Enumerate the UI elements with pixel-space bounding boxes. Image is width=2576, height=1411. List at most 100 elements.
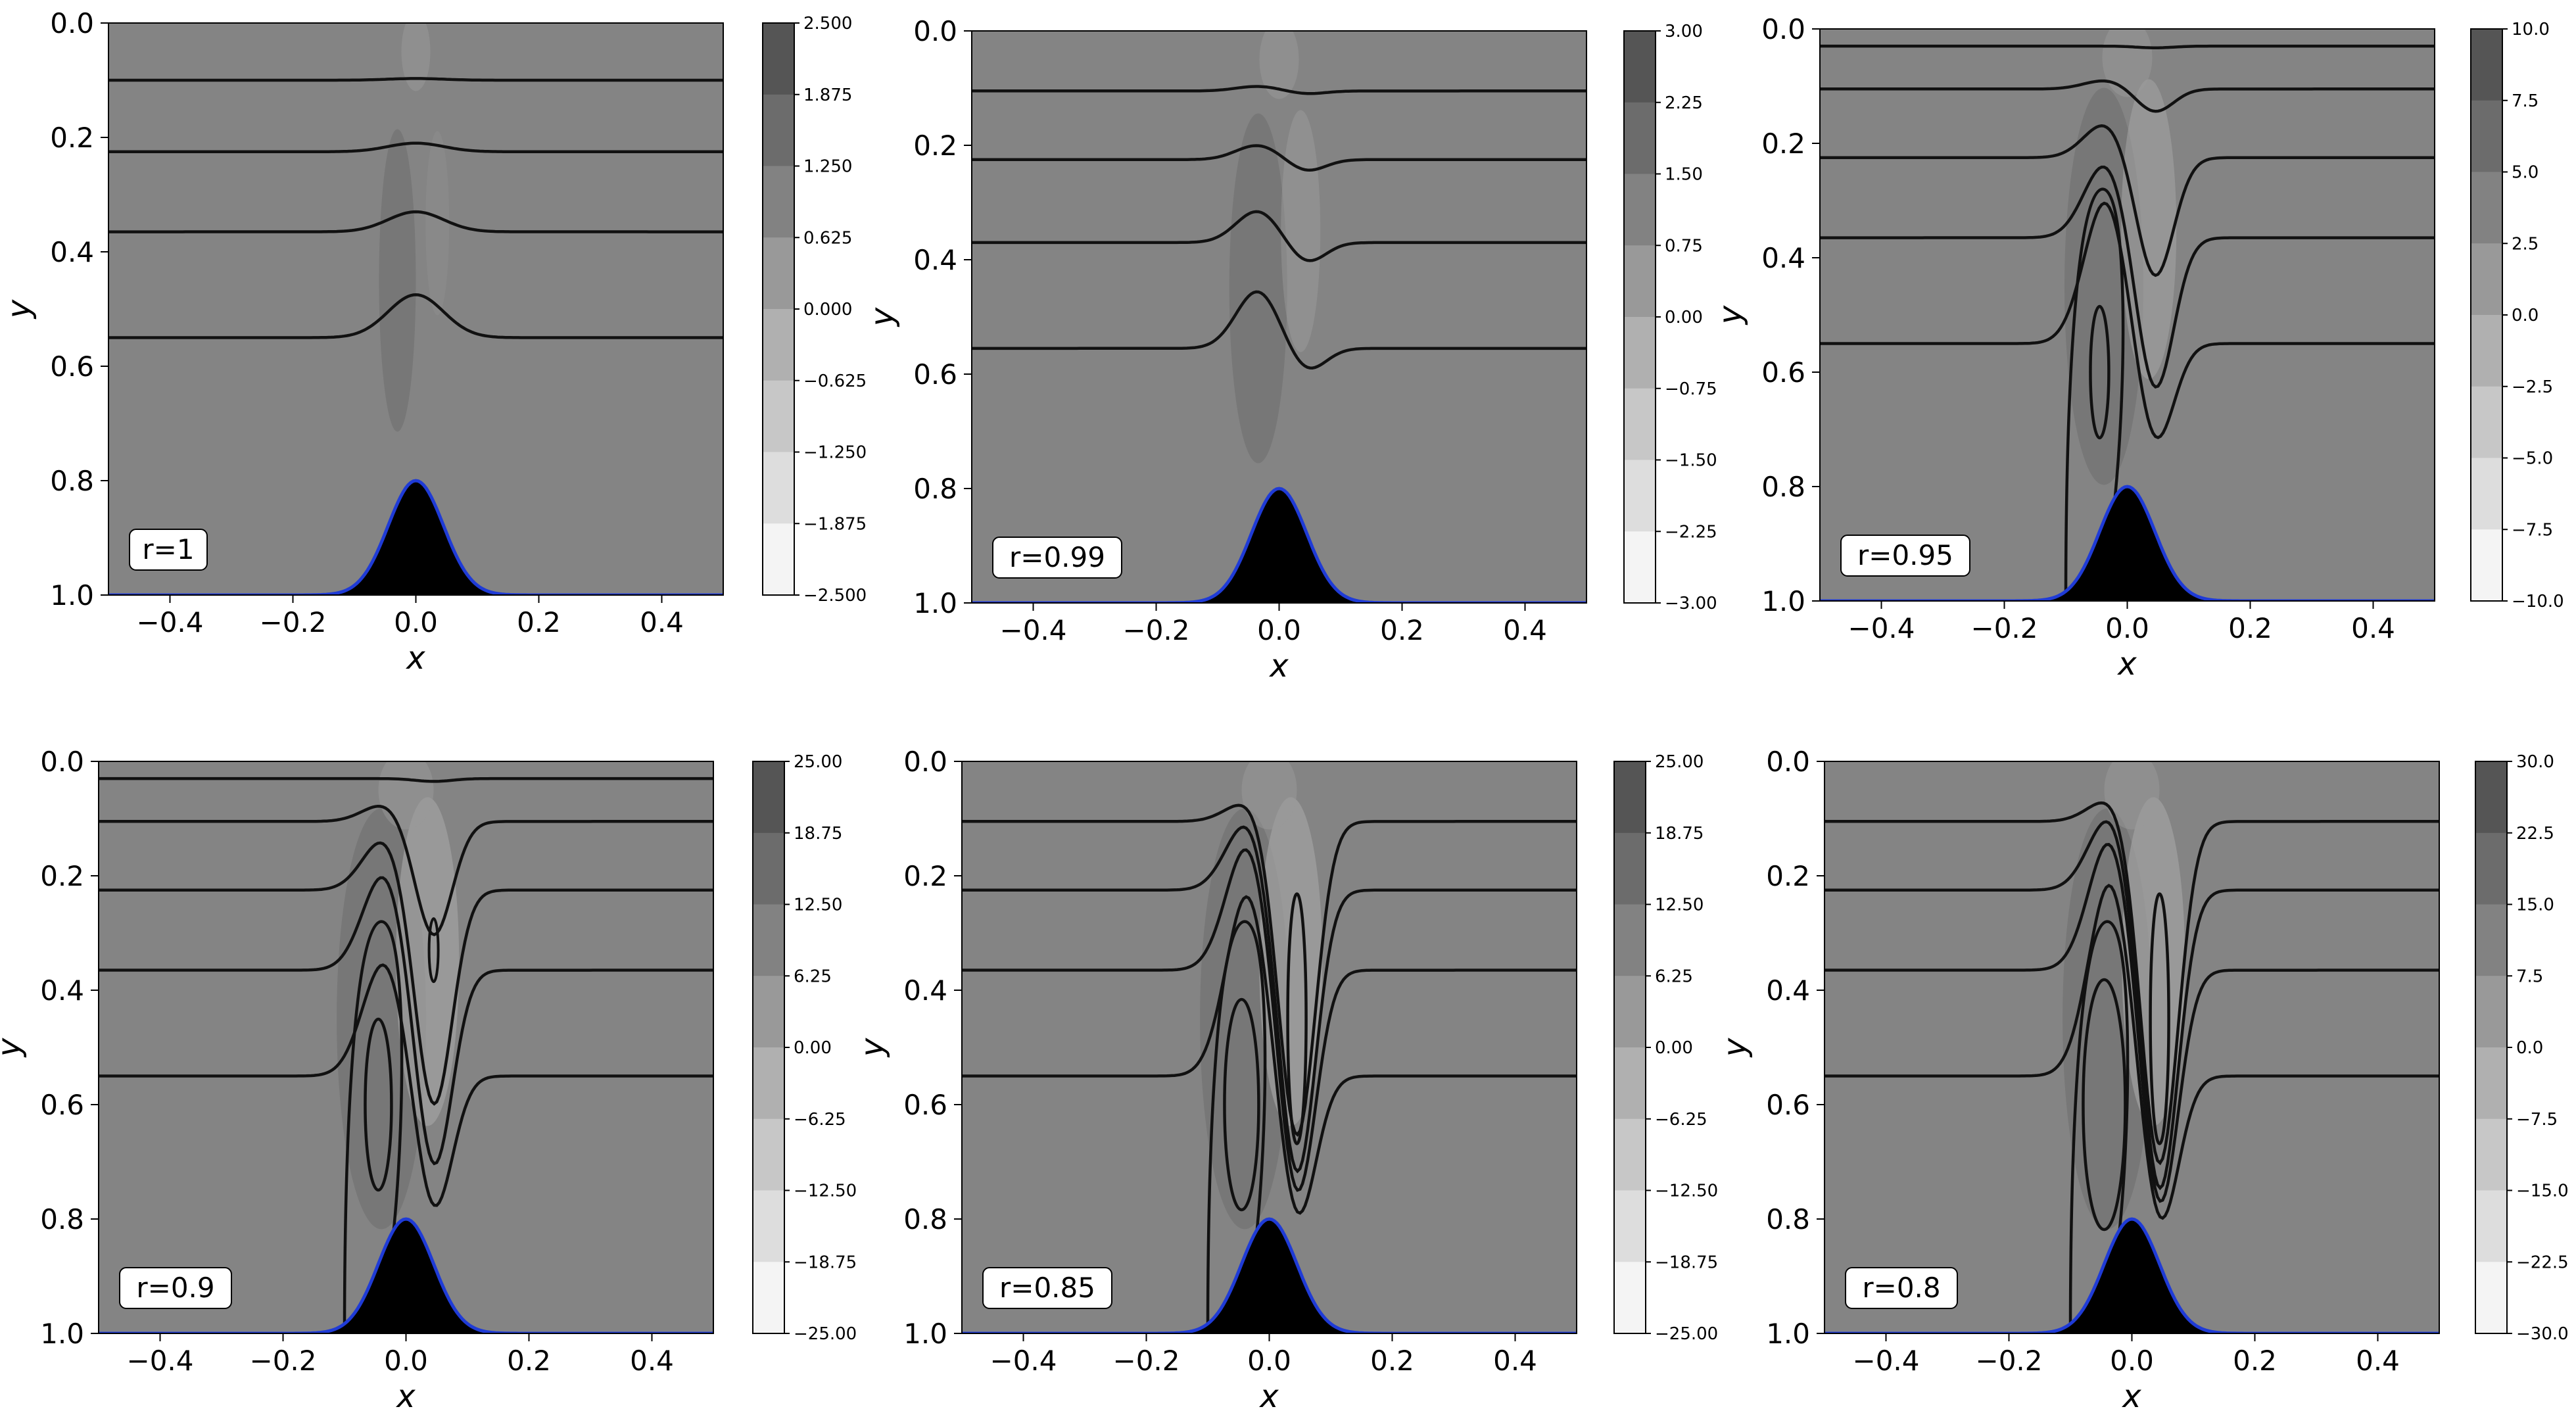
streamline — [108, 141, 723, 154]
y-tick-label: 0.6 — [50, 350, 94, 383]
colorbar-tick-label: 25.00 — [1655, 752, 1704, 772]
streamline — [1820, 201, 2435, 439]
y-tick-label: 0.4 — [40, 974, 84, 1007]
annotation-label: r=0.99 — [1009, 541, 1105, 573]
colorbar-band — [2471, 529, 2502, 602]
y-tick-label: 0.2 — [40, 860, 84, 892]
y-axis-label: y — [1717, 1038, 1753, 1058]
colorbar-band — [2471, 458, 2502, 530]
y-tick-label: 0.4 — [50, 236, 94, 268]
streamline — [99, 804, 713, 936]
y-tick-label: 1.0 — [903, 1318, 947, 1350]
colorbar-tick-label: 0.0 — [2512, 306, 2539, 325]
colorbar-tick-label: −6.25 — [1655, 1110, 1707, 1130]
hill-obstacle — [99, 1219, 713, 1333]
streamline — [972, 144, 1586, 172]
streamline — [962, 895, 1577, 1215]
x-tick-label: 0.2 — [2233, 1345, 2277, 1377]
colorbar-tick-label: 0.0 — [2516, 1038, 2543, 1058]
y-tick-label: 0.0 — [40, 746, 84, 778]
annotation-label: r=0.8 — [1862, 1272, 1940, 1304]
x-axis-label: x — [395, 1378, 416, 1411]
x-tick-label: 0.4 — [2351, 612, 2395, 644]
x-axis-label: x — [1258, 1378, 1279, 1411]
colorbar-band — [1624, 531, 1656, 604]
streamline — [108, 210, 723, 233]
y-tick-label: 0.0 — [50, 7, 94, 39]
vorticity-patch-light — [2121, 79, 2177, 379]
colorbar-tick-label: −30.0 — [2516, 1324, 2569, 1344]
y-tick-label: 0.0 — [913, 15, 957, 47]
colorbar-band — [1614, 1262, 1646, 1334]
colorbar-band — [1614, 1047, 1646, 1120]
y-tick-label: 1.0 — [1761, 585, 1805, 617]
colorbar-band — [2475, 761, 2507, 834]
colorbar-tick-label: 0.000 — [803, 300, 852, 320]
x-tick-label: 0.2 — [1370, 1345, 1414, 1377]
streamline — [1825, 820, 2439, 1191]
colorbar-tick-label: 18.75 — [1655, 824, 1704, 844]
streamline — [108, 293, 723, 339]
hill-outline — [972, 487, 1586, 603]
x-tick-label: 0.0 — [2105, 612, 2149, 644]
x-tick-label: −0.4 — [1853, 1345, 1920, 1377]
vorticity-patch-top — [1259, 31, 1299, 99]
y-axis-label: y — [0, 1038, 28, 1058]
colorbar-tick-label: −25.00 — [794, 1324, 857, 1344]
colorbar-band — [753, 1047, 784, 1120]
colorbar-band — [2475, 904, 2507, 976]
x-tick-label: 0.2 — [507, 1345, 551, 1377]
vorticity-patch-top — [2104, 761, 2160, 830]
hill-obstacle — [972, 489, 1586, 603]
y-tick-label: 0.0 — [1766, 746, 1810, 778]
y-tick-label: 0.4 — [1766, 974, 1810, 1007]
colorbar-tick-label: 1.250 — [803, 157, 852, 177]
annotation-label: r=0.95 — [1857, 539, 1953, 571]
colorbar-band — [2471, 172, 2502, 244]
colorbar-tick-label: −12.50 — [1655, 1182, 1718, 1201]
colorbar-band — [1614, 761, 1646, 834]
colorbar-tick-label: −1.50 — [1665, 451, 1717, 471]
colorbar-band — [1614, 1190, 1646, 1262]
colorbar-band — [2475, 1047, 2507, 1120]
annotation-box — [1840, 535, 1970, 577]
plot-contents — [1820, 29, 2435, 601]
colorbar-band — [753, 1262, 784, 1334]
separation-streamline — [2068, 920, 2130, 1333]
y-axis-label: y — [864, 307, 901, 327]
colorbar-band — [1614, 1118, 1646, 1191]
vorticity-patch-top — [2102, 29, 2153, 97]
colorbar-band — [763, 452, 794, 524]
colorbar-band — [1624, 31, 1656, 103]
y-tick-label: 0.8 — [1761, 471, 1805, 503]
colorbar-tick-label: −5.0 — [2512, 449, 2553, 469]
recirculation-loop — [2149, 892, 2170, 1145]
hill-obstacle — [1825, 1219, 2439, 1333]
x-tick-label: 0.4 — [1503, 614, 1547, 646]
colorbar-tick-label: 2.500 — [803, 14, 852, 34]
subplot-panel: −0.4 −0.2 0.0 0.2 0.4 0.0 0.2 0.4 0.6 0.8 1.0 x y r=1… — [1, 7, 867, 677]
colorbar-band — [753, 761, 784, 834]
vorticity-patch-dark — [379, 129, 416, 432]
annotation-box — [982, 1267, 1112, 1309]
colorbar-band — [1624, 460, 1656, 532]
vorticity-patch-top — [401, 23, 431, 91]
colorbar-tick-label: −1.875 — [803, 514, 867, 534]
plot-contents — [962, 761, 1577, 1333]
vorticity-patch-light — [425, 131, 450, 316]
colorbar-tick-label: 12.50 — [794, 896, 842, 915]
separation-streamline — [2064, 187, 2125, 601]
colorbar-tick-label: 0.75 — [1665, 236, 1703, 256]
y-tick-label: 0.8 — [903, 1203, 947, 1235]
streamline — [1825, 884, 2439, 1220]
colorbar-band — [763, 523, 794, 596]
x-tick-label: −0.2 — [1971, 612, 2038, 644]
x-tick-label: −0.4 — [137, 606, 204, 638]
colorbar-tick-label: 18.75 — [794, 824, 842, 844]
y-tick-label: 0.6 — [913, 358, 957, 391]
plot-contents — [1825, 761, 2439, 1333]
colorbar-band — [2475, 1118, 2507, 1191]
x-tick-label: −0.2 — [1976, 1345, 2043, 1377]
annotation-box — [1845, 1267, 1958, 1309]
